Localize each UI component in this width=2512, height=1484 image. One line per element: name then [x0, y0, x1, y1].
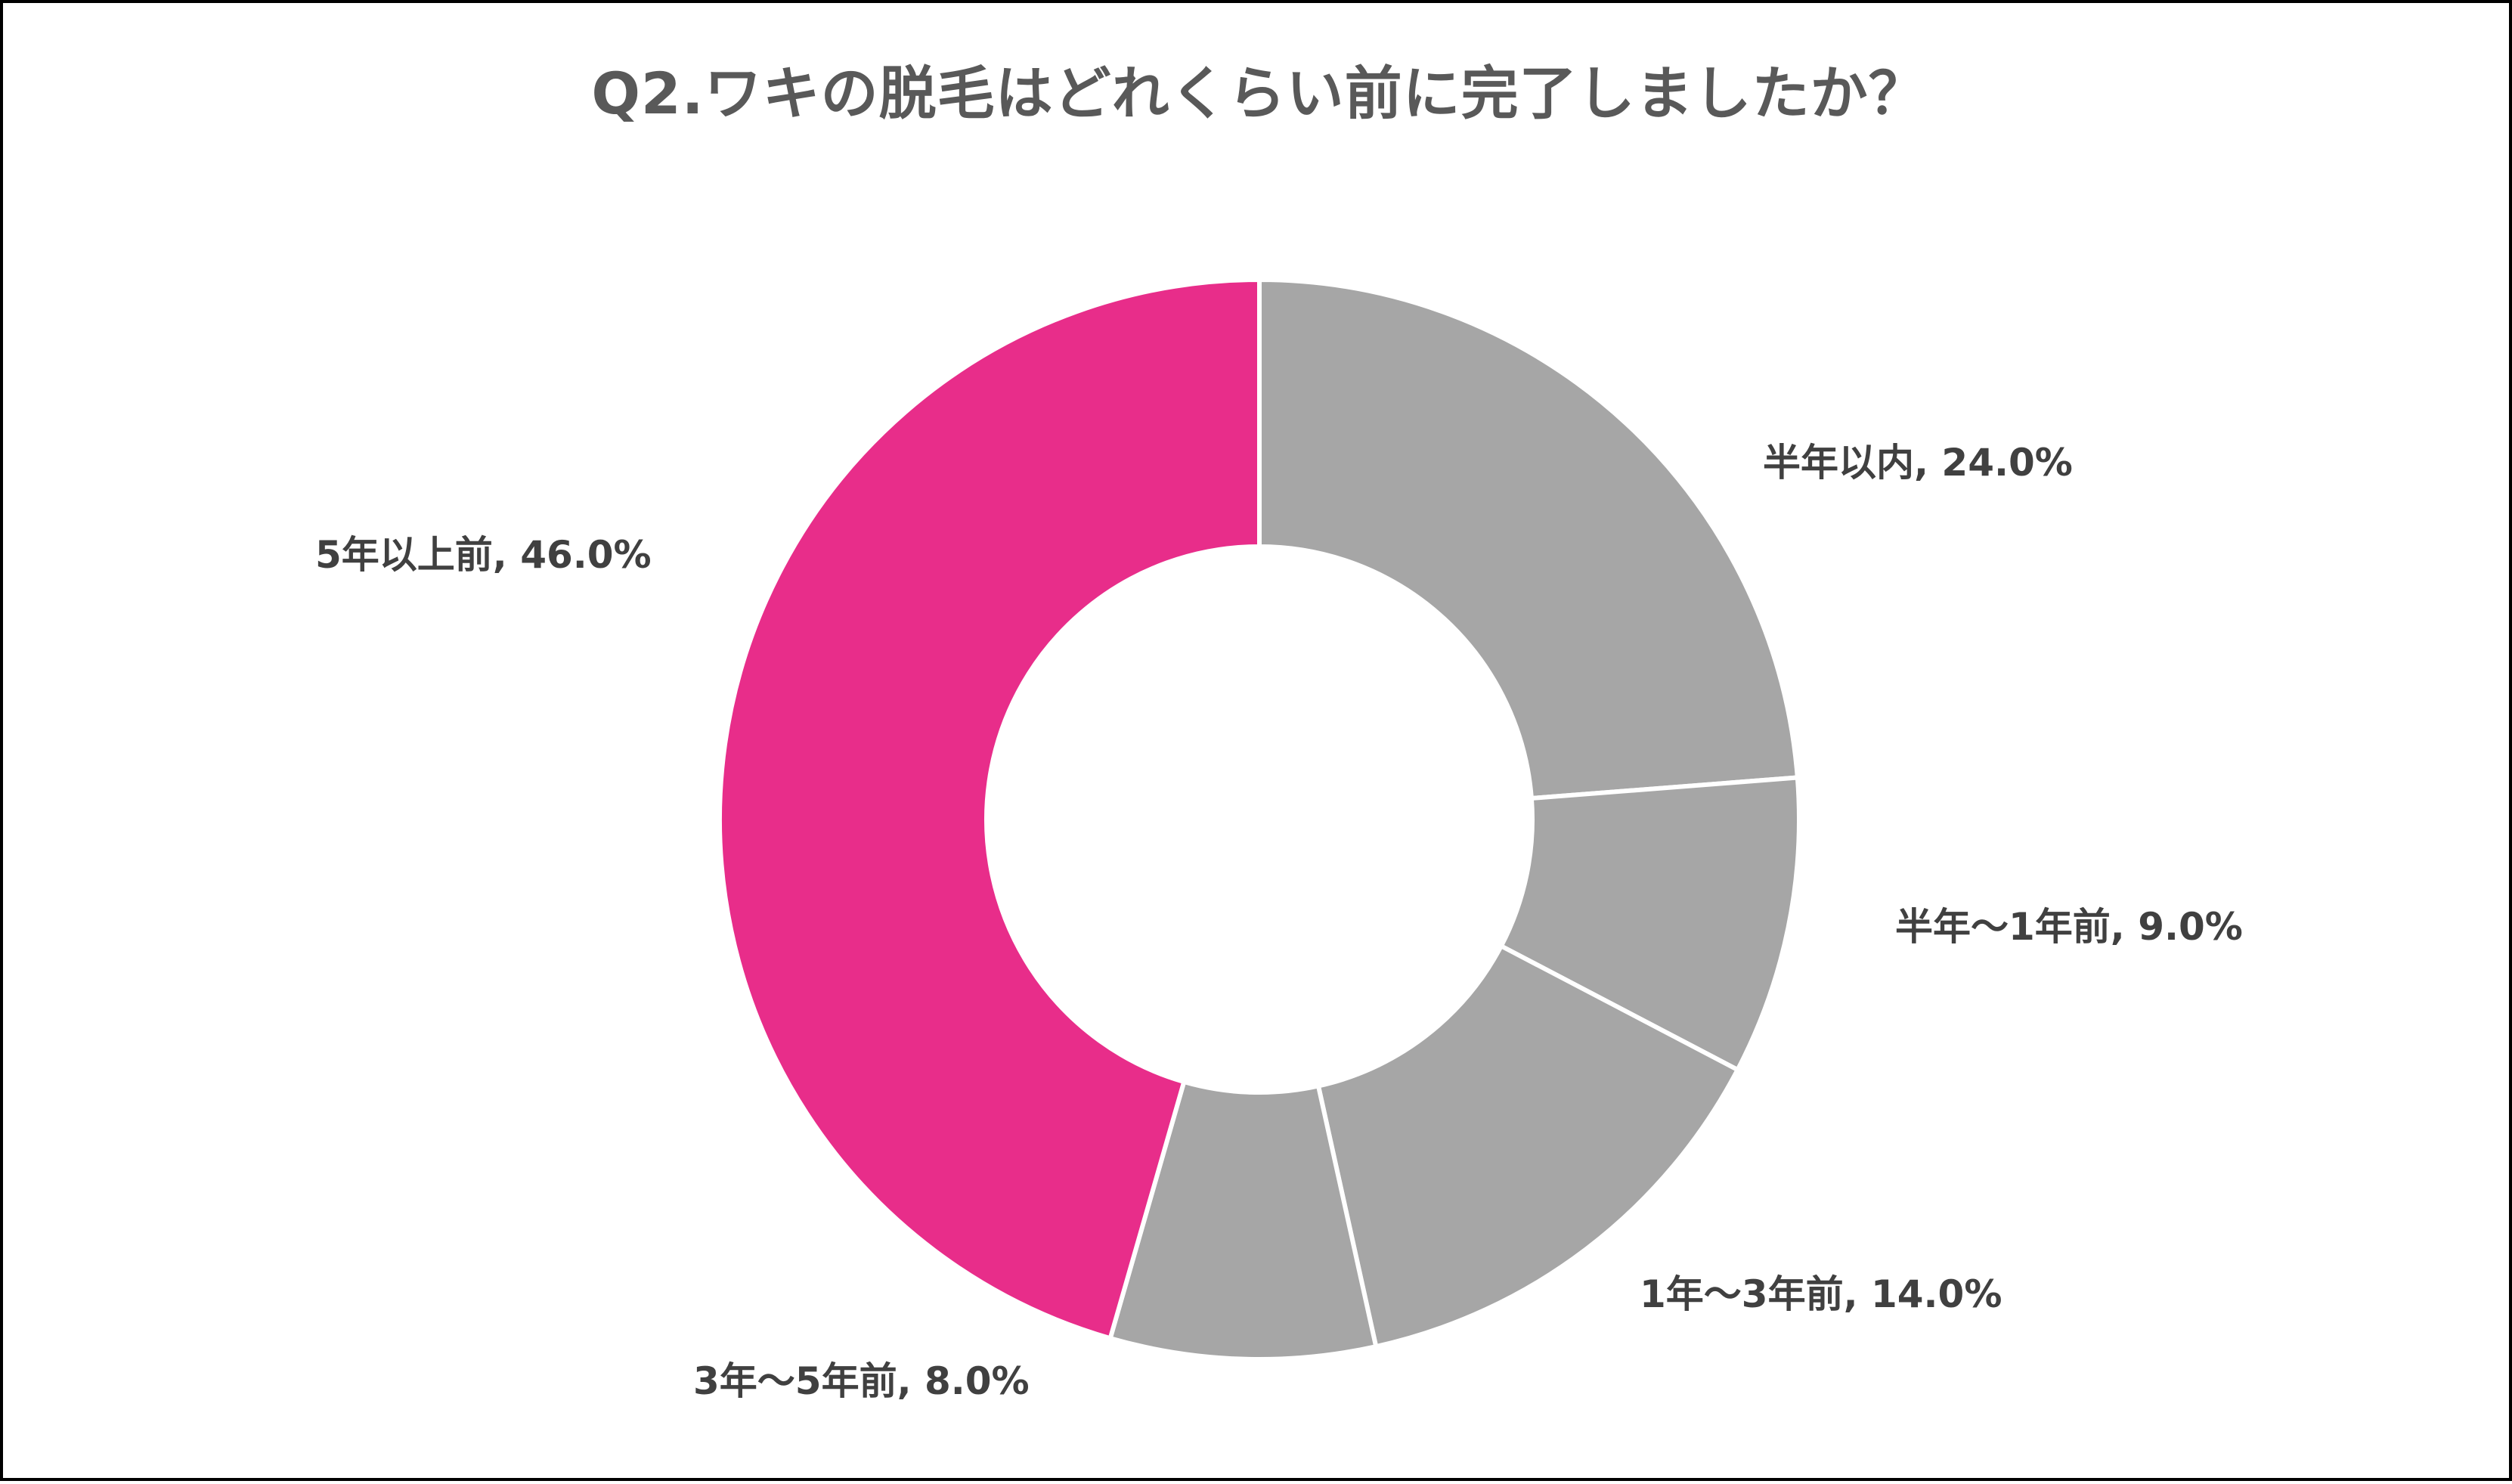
data-label-five-plus-years: 5年以上前, 46.0%: [315, 533, 652, 577]
data-label-one-to-three-years: 1年～3年前, 14.0%: [1640, 1272, 2002, 1316]
data-label-three-to-five-years: 3年～5年前, 8.0%: [693, 1359, 1030, 1403]
data-label-half-to-one-year: 半年～1年前, 9.0%: [1895, 905, 2243, 949]
slice-one-to-three-years: [1315, 943, 1741, 1349]
donut-slices: [717, 277, 1801, 1362]
slice-within-half-year: [1257, 277, 1801, 801]
data-label-within-half-year: 半年以内, 24.0%: [1763, 441, 2073, 485]
slice-half-to-one-year: [1498, 775, 1801, 1073]
chart-title: Q2.ワキの脱毛はどれくらい前に完了しましたか？: [591, 60, 1927, 127]
donut-chart: [717, 277, 1801, 1362]
slice-five-plus-years: [717, 277, 1262, 1341]
